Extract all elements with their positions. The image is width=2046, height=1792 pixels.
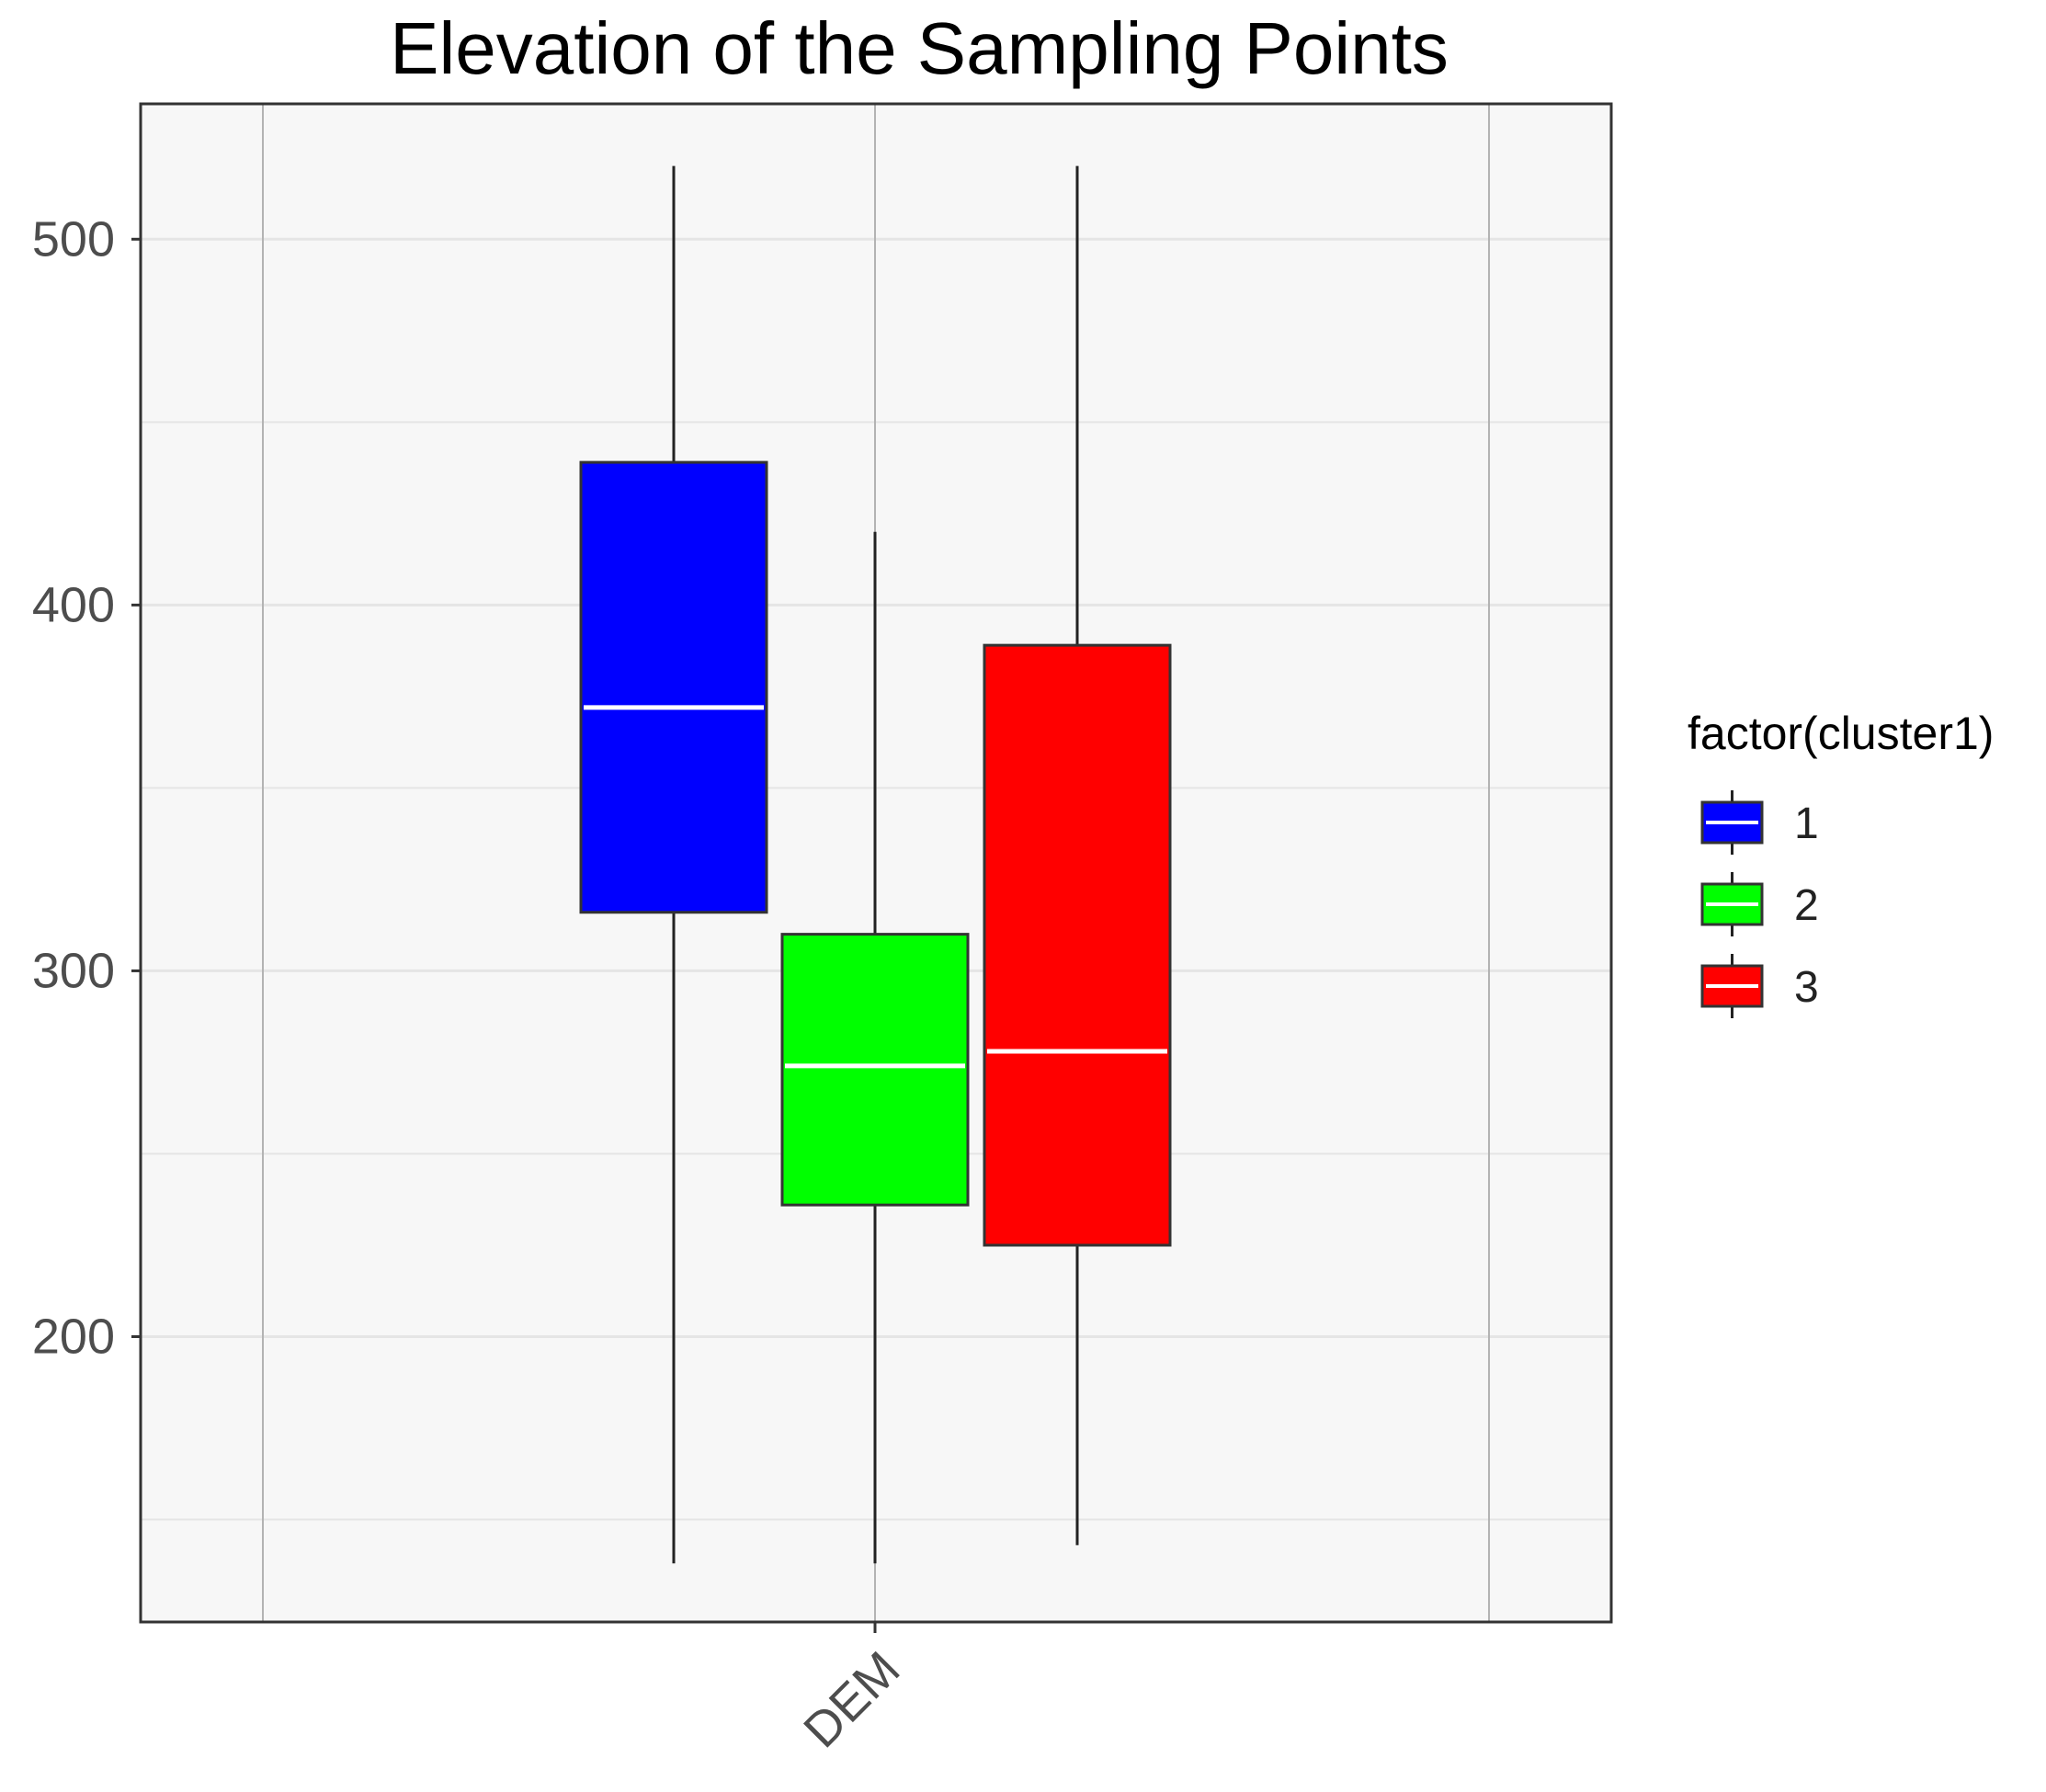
y-tick-label: 200: [32, 1310, 115, 1365]
y-tick-label: 400: [32, 577, 115, 632]
y-tick-label: 300: [32, 943, 115, 998]
boxes: [579, 165, 1172, 1564]
box-cluster-1: [579, 165, 768, 1564]
legend-item-2: 2: [1700, 872, 1819, 936]
chart-title: Elevation of the Sampling Points: [390, 7, 1449, 89]
box-iqr: [579, 460, 768, 914]
legend-title: factor(cluster1): [1688, 708, 1994, 759]
box-cluster-2: [780, 531, 970, 1564]
legend-item-1: 1: [1700, 790, 1819, 855]
box-iqr: [983, 643, 1172, 1247]
box-cluster-3: [983, 165, 1172, 1546]
legend-label: 2: [1794, 881, 1819, 930]
legend-label: 1: [1794, 800, 1819, 848]
x-tick-label: DEM: [793, 1641, 910, 1758]
legend: factor(cluster1) 1 2 3: [1688, 708, 1994, 1018]
legend-label: 3: [1794, 963, 1819, 1012]
box-iqr: [780, 933, 970, 1207]
y-tick-label: 500: [32, 211, 115, 267]
legend-item-3: 3: [1700, 954, 1819, 1018]
